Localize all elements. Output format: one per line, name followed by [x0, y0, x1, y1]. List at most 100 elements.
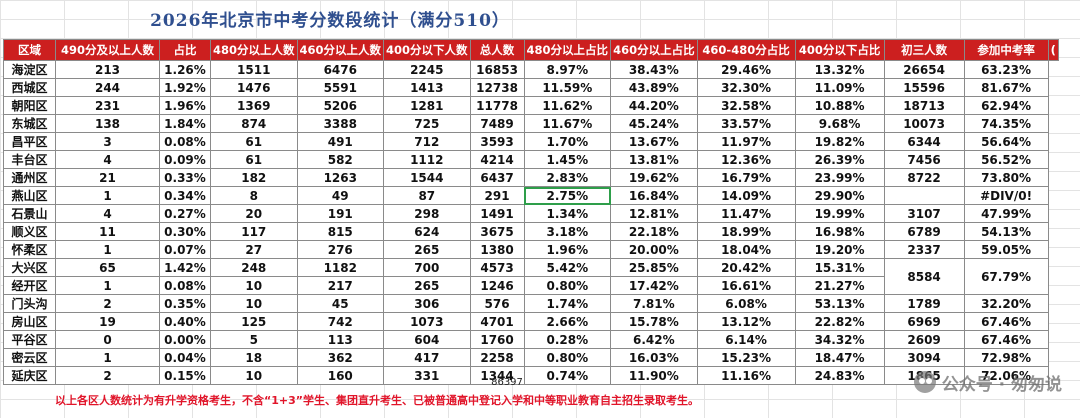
table-cell[interactable]: #DIV/0!: [963, 186, 1049, 205]
table-cell[interactable]: 门头沟: [3, 294, 56, 313]
table-cell[interactable]: 38.43%: [610, 60, 698, 79]
table-cell[interactable]: 11.59%: [523, 78, 612, 97]
table-cell[interactable]: 6969: [883, 312, 965, 331]
table-cell[interactable]: 8722: [883, 168, 965, 187]
table-cell[interactable]: 276: [296, 240, 385, 259]
table-cell[interactable]: 5591: [296, 78, 385, 97]
empty-cell[interactable]: [1048, 133, 1058, 151]
table-cell[interactable]: 18713: [883, 96, 965, 115]
table-cell[interactable]: 29.90%: [794, 186, 885, 205]
table-cell[interactable]: 72.98%: [963, 348, 1049, 367]
empty-cell[interactable]: [1048, 61, 1058, 79]
table-cell[interactable]: 15.31%: [794, 258, 885, 277]
table-cell[interactable]: 10: [210, 366, 298, 385]
table-cell[interactable]: 117: [210, 222, 298, 241]
table-cell[interactable]: 20.42%: [696, 258, 796, 277]
table-cell[interactable]: 32.58%: [696, 96, 796, 115]
empty-cell[interactable]: [1048, 223, 1058, 241]
table-cell[interactable]: 306: [383, 294, 471, 313]
table-cell[interactable]: 34.32%: [794, 330, 885, 349]
empty-cell[interactable]: [1048, 241, 1058, 259]
table-cell[interactable]: 331: [383, 366, 471, 385]
table-cell[interactable]: 10073: [883, 114, 965, 133]
table-cell[interactable]: 1.45%: [523, 150, 612, 169]
column-header[interactable]: 460分以上占比: [610, 39, 698, 61]
table-cell[interactable]: 西城区: [3, 78, 56, 97]
table-cell[interactable]: 1476: [210, 78, 298, 97]
empty-cell[interactable]: [1048, 187, 1058, 205]
table-cell[interactable]: 6344: [883, 132, 965, 151]
table-cell[interactable]: [883, 186, 965, 205]
table-cell[interactable]: 0.00%: [159, 330, 211, 349]
empty-cell[interactable]: [1048, 259, 1058, 277]
table-cell[interactable]: 6476: [296, 60, 385, 79]
table-cell[interactable]: 18: [210, 348, 298, 367]
table-cell[interactable]: 8: [210, 186, 298, 205]
table-cell[interactable]: 0.09%: [159, 150, 211, 169]
table-cell[interactable]: 10: [210, 276, 298, 295]
table-cell[interactable]: 21: [55, 168, 160, 187]
column-header[interactable]: 占比: [159, 39, 211, 61]
table-cell[interactable]: 昌平区: [3, 132, 56, 151]
table-cell[interactable]: 海淀区: [3, 60, 56, 79]
table-cell[interactable]: 25.85%: [610, 258, 698, 277]
empty-cell[interactable]: [1048, 151, 1058, 169]
column-header[interactable]: 总人数: [469, 39, 525, 61]
table-cell[interactable]: 11.09%: [794, 78, 885, 97]
table-cell[interactable]: 0.33%: [159, 168, 211, 187]
table-cell[interactable]: 56.64%: [963, 132, 1049, 151]
table-cell[interactable]: 1369: [210, 96, 298, 115]
table-cell[interactable]: 1112: [383, 150, 471, 169]
table-cell[interactable]: 113: [296, 330, 385, 349]
table-cell[interactable]: 244: [55, 78, 160, 97]
table-cell[interactable]: 265: [383, 240, 471, 259]
table-cell[interactable]: 0.28%: [523, 330, 612, 349]
table-cell[interactable]: 26654: [883, 60, 965, 79]
table-cell[interactable]: 11.97%: [696, 132, 796, 151]
empty-cell[interactable]: [1048, 169, 1058, 187]
table-cell[interactable]: 4701: [469, 312, 525, 331]
table-cell[interactable]: 燕山区: [3, 186, 56, 205]
table-cell[interactable]: 5206: [296, 96, 385, 115]
table-cell[interactable]: 56.52%: [963, 150, 1049, 169]
table-cell[interactable]: 16.79%: [696, 168, 796, 187]
table-cell[interactable]: 16.03%: [610, 348, 698, 367]
table-cell[interactable]: 62.94%: [963, 96, 1049, 115]
table-cell[interactable]: 725: [383, 114, 471, 133]
table-cell[interactable]: 7456: [883, 150, 965, 169]
table-cell[interactable]: 平谷区: [3, 330, 56, 349]
table-cell[interactable]: 6789: [883, 222, 965, 241]
table-cell[interactable]: 6.42%: [610, 330, 698, 349]
table-cell[interactable]: 19.62%: [610, 168, 698, 187]
table-cell[interactable]: 13.12%: [696, 312, 796, 331]
table-cell[interactable]: 1263: [296, 168, 385, 187]
table-cell[interactable]: 182: [210, 168, 298, 187]
table-cell[interactable]: 丰台区: [3, 150, 56, 169]
table-cell[interactable]: 47.99%: [963, 204, 1049, 223]
table-cell[interactable]: 576: [469, 294, 525, 313]
table-cell[interactable]: 67.79%: [963, 258, 1049, 295]
table-cell[interactable]: 73.80%: [963, 168, 1049, 187]
table-cell[interactable]: 东城区: [3, 114, 56, 133]
table-cell[interactable]: 44.20%: [610, 96, 698, 115]
table-cell[interactable]: 0.04%: [159, 348, 211, 367]
table-cell[interactable]: 7.81%: [610, 294, 698, 313]
empty-cell[interactable]: [1048, 331, 1058, 349]
table-cell[interactable]: 27: [210, 240, 298, 259]
table-cell[interactable]: 13.67%: [610, 132, 698, 151]
table-cell[interactable]: 经开区: [3, 276, 56, 295]
table-cell[interactable]: 2.75%: [523, 186, 612, 205]
column-header[interactable]: 初三人数: [883, 39, 965, 61]
table-cell[interactable]: 1344: [469, 366, 525, 385]
table-cell[interactable]: 49: [296, 186, 385, 205]
table-cell[interactable]: 29.46%: [696, 60, 796, 79]
table-cell[interactable]: 12738: [469, 78, 525, 97]
table-cell[interactable]: 20: [210, 204, 298, 223]
table-cell[interactable]: 0: [55, 330, 160, 349]
table-cell[interactable]: 1.96%: [523, 240, 612, 259]
table-cell[interactable]: 15.78%: [610, 312, 698, 331]
table-cell[interactable]: 191: [296, 204, 385, 223]
empty-cell[interactable]: [1048, 205, 1058, 223]
table-cell[interactable]: 石景山: [3, 204, 56, 223]
table-cell[interactable]: 61: [210, 150, 298, 169]
